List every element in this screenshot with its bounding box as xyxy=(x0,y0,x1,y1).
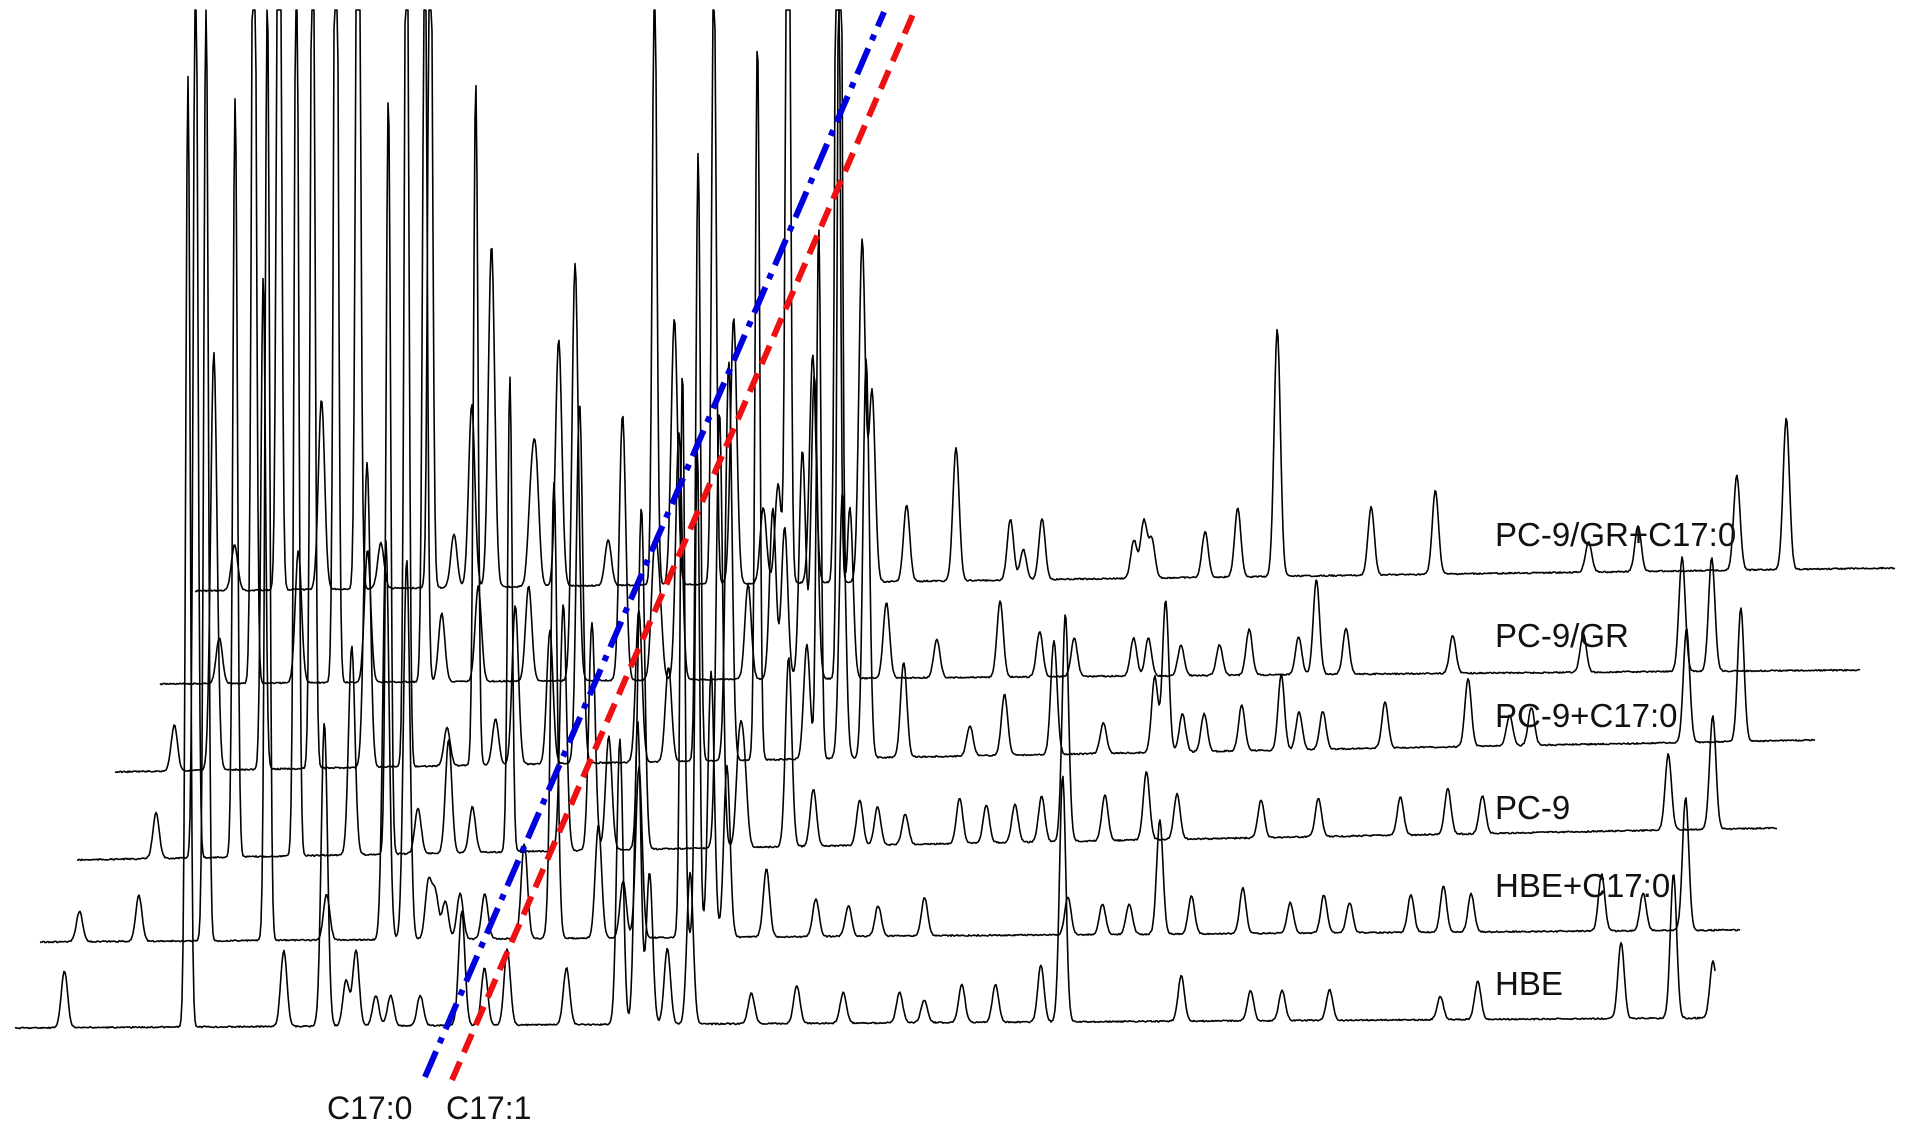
marker-label-c17-0: C17:0 xyxy=(327,1090,413,1126)
series-label-hbe-c17: HBE+C17:0 xyxy=(1495,867,1671,904)
trace-line-4 xyxy=(39,9,1741,944)
marker-label-c17-1: C17:1 xyxy=(446,1090,532,1126)
series-label-pcgr: PC-9/GR xyxy=(1495,617,1629,654)
trace-line-5 xyxy=(14,75,1716,1030)
series-label-pcgr-c17: PC-9/GR+C17:0 xyxy=(1495,516,1737,553)
series-label-pc9-c17: PC-9+C17:0 xyxy=(1495,697,1678,734)
series-label-pc9: PC-9 xyxy=(1495,789,1571,826)
c17-0-marker-line xyxy=(422,10,887,1079)
trace-line-3 xyxy=(76,9,1777,862)
c17-1-marker-line xyxy=(449,10,917,1082)
trace-line-1 xyxy=(159,9,1861,686)
series-label-hbe: HBE xyxy=(1495,965,1563,1002)
traces-group xyxy=(14,9,1896,1030)
trace-line-0 xyxy=(194,9,1896,593)
trace-line-2 xyxy=(114,9,1816,774)
